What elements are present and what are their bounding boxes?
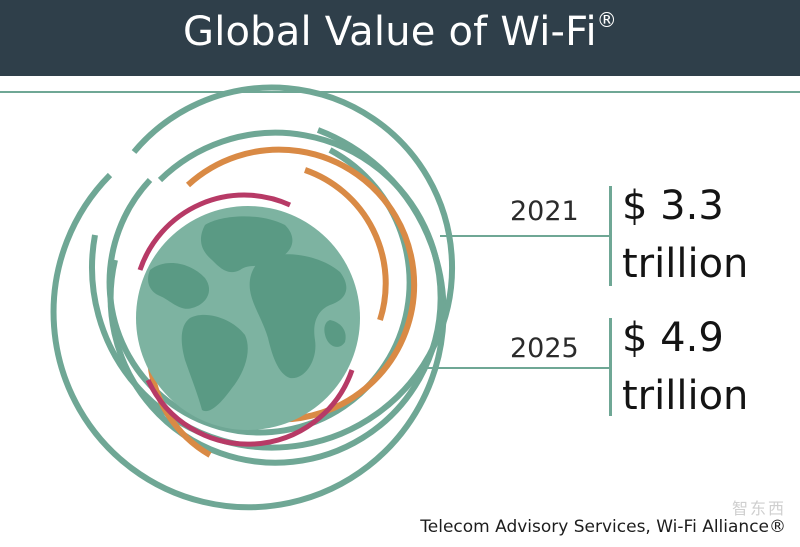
divider-line <box>0 91 800 93</box>
title-registered-mark: ® <box>596 7 617 32</box>
value-line1-2021: $ 3.3 <box>622 183 724 229</box>
value-line1-2025: $ 4.9 <box>622 315 724 361</box>
source-caption: Telecom Advisory Services, Wi-Fi Allianc… <box>420 517 786 537</box>
magenta-ring-2 <box>145 369 355 447</box>
magenta-signal-ring <box>137 192 355 447</box>
value-line2-2021: trillion <box>622 241 749 287</box>
magenta-ring-1 <box>137 192 292 271</box>
green-ring-3 <box>107 129 444 466</box>
year-label-2025: 2025 <box>510 333 579 364</box>
bracket-2025 <box>609 318 612 416</box>
globe-icon <box>136 206 360 430</box>
bracket-2021 <box>609 186 612 286</box>
connector-lines <box>420 235 612 369</box>
title-text: Global Value of Wi-Fi <box>183 9 597 55</box>
title-banner: Global Value of Wi-Fi® <box>0 0 800 76</box>
year-label-2021: 2021 <box>510 196 579 227</box>
watermark-text: 智东西 <box>731 499 786 518</box>
value-line2-2025: trillion <box>622 373 749 419</box>
page-title: Global Value of Wi-Fi® <box>183 7 617 55</box>
orange-ring-2 <box>304 167 389 321</box>
